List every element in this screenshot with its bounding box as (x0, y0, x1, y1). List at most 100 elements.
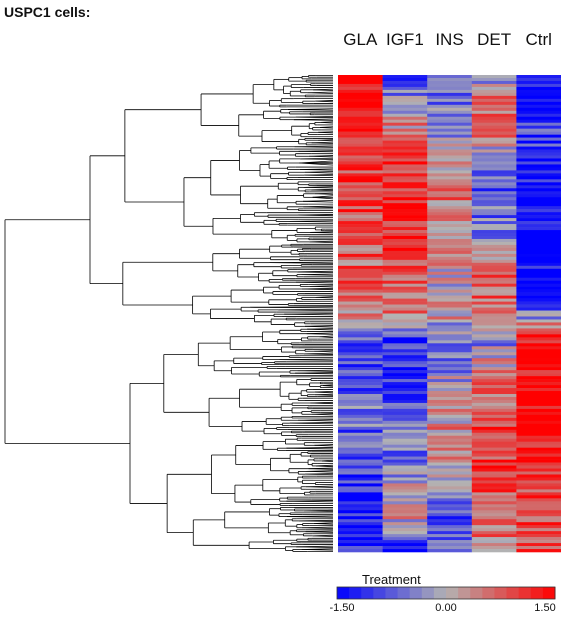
dendrogram-leaf (314, 394, 334, 396)
heatmap-cell (516, 197, 561, 201)
heatmap-cell (338, 235, 383, 240)
heatmap-cell (427, 528, 473, 532)
heatmap-cell (471, 516, 517, 520)
heatmap-cell (471, 507, 517, 511)
heatmap-cell (338, 86, 383, 91)
heatmap-cell (427, 280, 473, 284)
heatmap-cell (471, 483, 517, 487)
heatmap-cell (516, 468, 561, 472)
heatmap-cell (516, 158, 561, 162)
heatmap-cell (427, 191, 473, 195)
heatmap-cell (427, 507, 473, 511)
heatmap-cell (427, 525, 473, 529)
heatmap-cell (471, 274, 517, 279)
heatmap-cell (382, 355, 428, 359)
heatmap-cell (516, 125, 561, 129)
heatmap-cell (427, 215, 473, 219)
heatmap-cell (516, 352, 561, 356)
heatmap-cell (471, 471, 517, 475)
heatmap-cell (471, 495, 517, 499)
heatmap-cell (471, 462, 517, 466)
heatmap-cell (338, 301, 383, 305)
heatmap-cell (382, 179, 428, 183)
heatmap-cell (382, 331, 428, 335)
heatmap-cell (382, 206, 428, 210)
heatmap-cell (382, 328, 428, 332)
dendrogram-leaf (303, 206, 334, 208)
heatmap-cell (516, 164, 561, 168)
heatmap-cell (471, 402, 517, 407)
heatmap-cell (382, 450, 428, 454)
heatmap-cell (382, 203, 428, 207)
heatmap-cell (427, 447, 473, 451)
heatmap-cell (471, 531, 517, 535)
heatmap-cell (382, 298, 428, 302)
heatmap-cell (471, 513, 517, 517)
heatmap-cell (382, 352, 428, 356)
heatmap-cell (471, 385, 517, 389)
heatmap-cell (427, 417, 473, 422)
heatmap-cell (338, 277, 383, 282)
heatmap-cell (427, 206, 473, 210)
heatmap-cell (427, 328, 473, 332)
heatmap-cell (516, 462, 561, 466)
heatmap-cell (382, 95, 428, 100)
heatmap-cell (338, 143, 383, 147)
dendrogram-leaf (279, 359, 334, 361)
heatmap-cell (382, 367, 428, 371)
heatmap-cell (382, 307, 428, 311)
heatmap-cell (382, 349, 428, 353)
heatmap-cell (471, 367, 517, 371)
heatmap-cell (516, 522, 561, 526)
heatmap-cell (382, 152, 428, 156)
heatmap-cell (471, 408, 517, 413)
heatmap-cell (338, 414, 383, 419)
heatmap-cell (427, 349, 473, 353)
heatmap-cell (471, 194, 517, 198)
column-label-ctrl: Ctrl (525, 30, 552, 49)
heatmap-cell (427, 468, 473, 472)
heatmap-cell (382, 444, 428, 448)
heatmap-cell (382, 250, 428, 255)
heatmap-cell (382, 238, 428, 243)
heatmap-cell (471, 77, 517, 82)
heatmap-cell (382, 310, 428, 314)
heatmap-cell (471, 292, 517, 296)
heatmap-cell (382, 277, 428, 282)
dendrogram-leaf (301, 549, 334, 551)
heatmap-cell (427, 531, 473, 535)
heatmap-cell (338, 540, 383, 544)
heatmap-cell (382, 343, 428, 347)
heatmap-cell (382, 495, 428, 499)
heatmap-cell (427, 164, 473, 168)
heatmap-cell (338, 364, 383, 368)
heatmap-cell (338, 477, 383, 481)
heatmap-cell (382, 313, 428, 317)
heatmap-cell (471, 98, 517, 103)
dendrogram-leaf (304, 325, 334, 328)
heatmap-cell (338, 522, 383, 526)
heatmap-cell (471, 253, 517, 258)
heatmap-cell (471, 113, 517, 118)
heatmap-cell (516, 92, 561, 97)
heatmap-cell (338, 507, 383, 511)
heatmap-cell (338, 107, 383, 112)
heatmap-cell (516, 286, 561, 290)
heatmap-cell (338, 456, 383, 460)
column-label-igf1: IGF1 (385, 30, 424, 49)
heatmap-cell (427, 283, 473, 287)
heatmap-cell (516, 268, 561, 273)
heatmap-cell (427, 155, 473, 159)
heatmap-cell (471, 346, 517, 350)
heatmap-cell (338, 137, 383, 141)
heatmap-cell (516, 540, 561, 544)
heatmap-cell (516, 501, 561, 505)
heatmap-cell (471, 83, 517, 88)
heatmap-cell (338, 194, 383, 198)
heatmap-cell (382, 274, 428, 279)
heatmap-cell (516, 244, 561, 249)
heatmap-cell (516, 355, 561, 359)
heatmap-cell (338, 546, 383, 550)
heatmap-cell (382, 498, 428, 502)
